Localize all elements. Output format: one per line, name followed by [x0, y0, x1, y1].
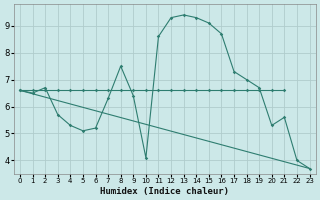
X-axis label: Humidex (Indice chaleur): Humidex (Indice chaleur) — [100, 187, 229, 196]
